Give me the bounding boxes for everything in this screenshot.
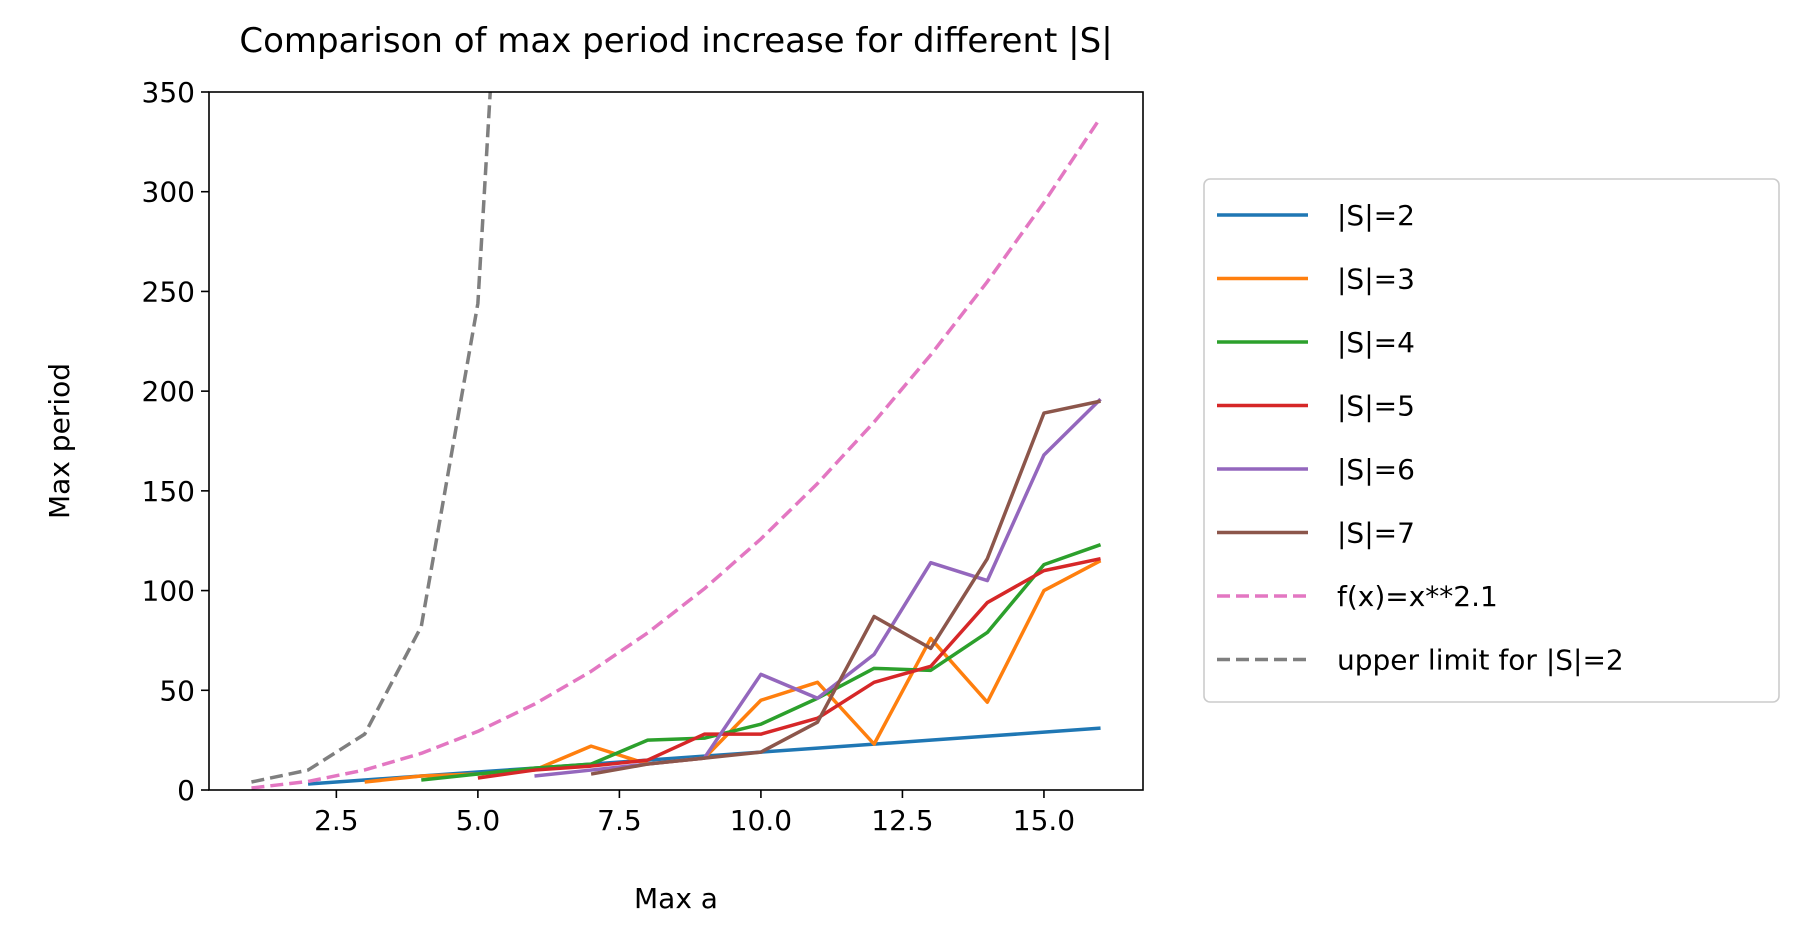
y-axis-label: Max period [43, 363, 76, 519]
y-tick-label: 100 [142, 575, 195, 608]
series-line [251, 116, 1103, 790]
x-tick-label: 12.5 [871, 804, 933, 837]
series-line [421, 543, 1102, 782]
x-tick-label: 5.0 [456, 804, 501, 837]
series-line [477, 556, 1101, 780]
x-tick-label: 7.5 [597, 804, 642, 837]
legend-label: upper limit for |S|=2 [1337, 644, 1624, 677]
y-tick-label: 250 [142, 275, 195, 308]
y-tick-label: 150 [142, 475, 195, 508]
x-tick-label: 10.0 [730, 804, 792, 837]
y-tick-label: 300 [142, 176, 195, 209]
y-tick-label: 200 [142, 375, 195, 408]
x-tick-label: 2.5 [314, 804, 359, 837]
legend-label: |S|=4 [1337, 326, 1415, 359]
chart-title: Comparison of max period increase for di… [239, 21, 1112, 61]
series-line [590, 399, 1101, 776]
y-tick-label: 50 [159, 674, 195, 707]
legend-label: |S|=3 [1337, 263, 1415, 296]
legend-label: |S|=6 [1337, 453, 1415, 486]
y-tick-label: 350 [142, 76, 195, 109]
legend-label: |S|=2 [1337, 199, 1415, 232]
legend-label: f(x)=x**2.1 [1337, 580, 1498, 613]
plot-area [251, 92, 1103, 790]
legend-box [1203, 178, 1780, 703]
legend-label: |S|=7 [1337, 517, 1415, 550]
y-tick-label: 0 [177, 774, 195, 807]
axes-frame [208, 91, 1144, 791]
legend-label: |S|=5 [1337, 390, 1415, 423]
x-axis-label: Max a [634, 882, 718, 915]
series-line [364, 559, 1102, 784]
series-line [251, 92, 492, 784]
x-tick-label: 15.0 [1013, 804, 1075, 837]
